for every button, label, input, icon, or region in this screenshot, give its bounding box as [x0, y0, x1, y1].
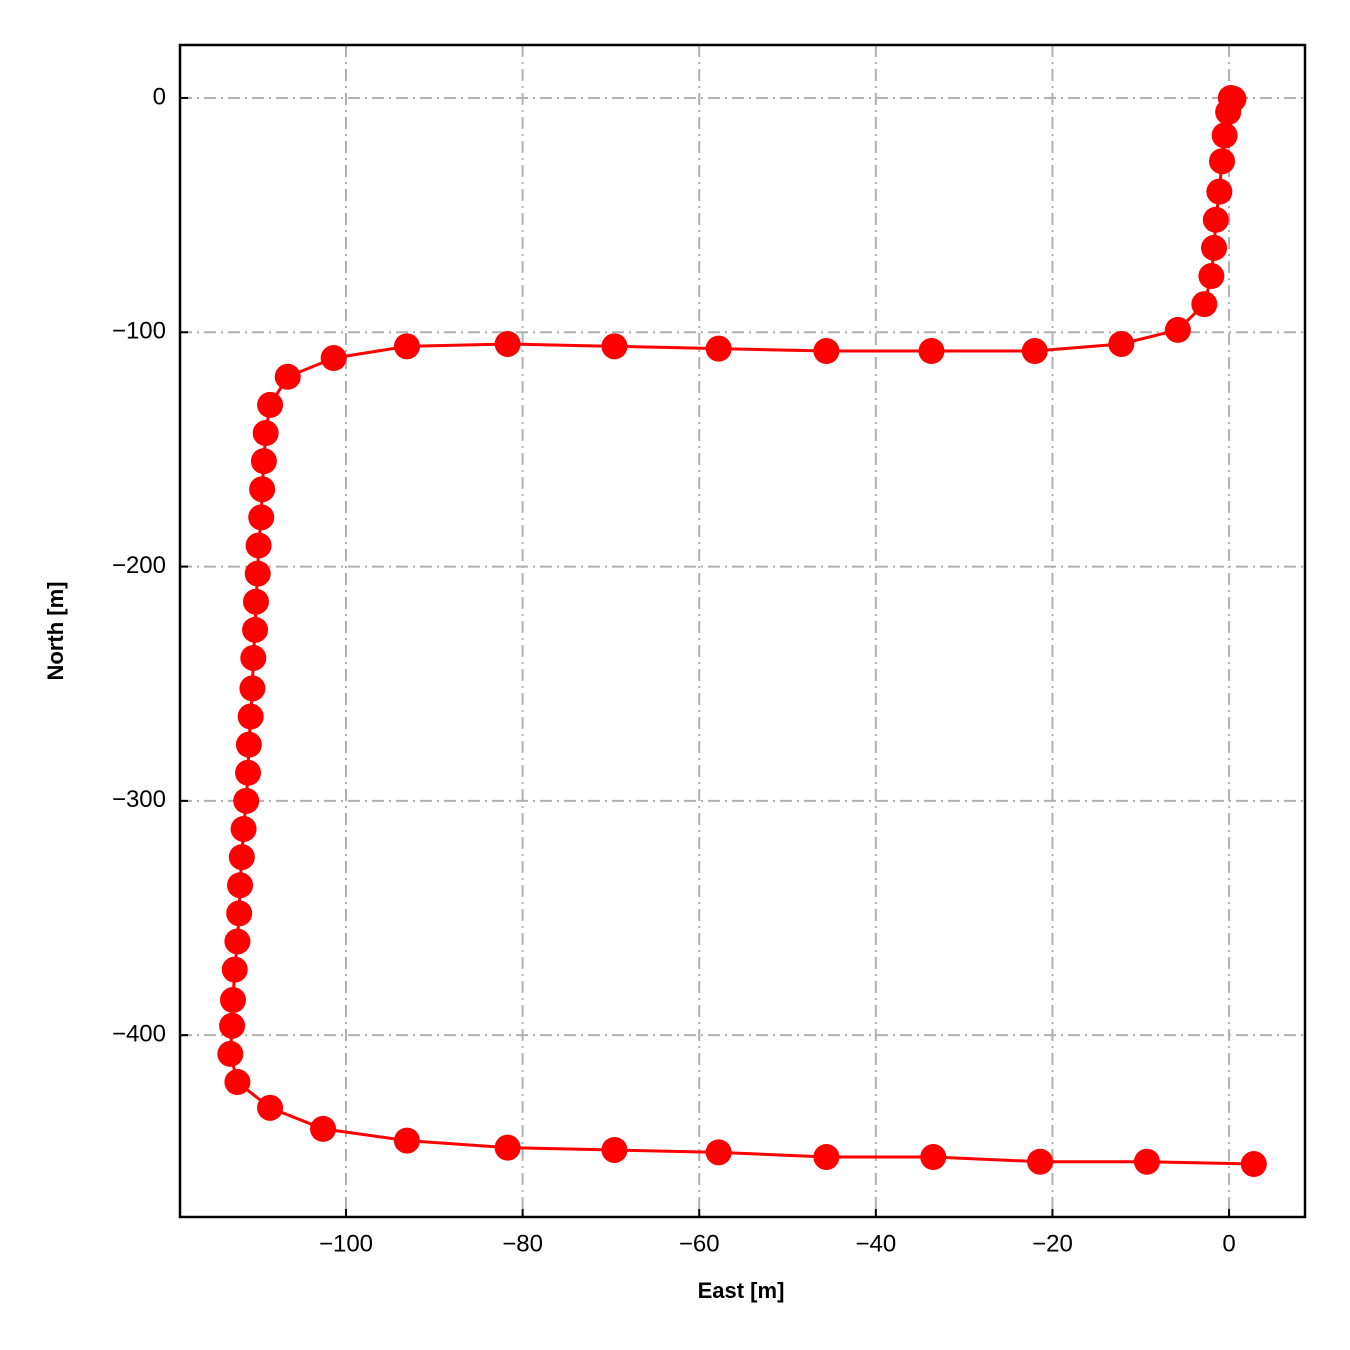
marker	[240, 644, 267, 671]
x-tick-label: −20	[1032, 1230, 1073, 1257]
marker	[1027, 1148, 1054, 1175]
marker	[1164, 316, 1191, 343]
marker	[393, 333, 420, 360]
marker	[230, 815, 257, 842]
marker	[920, 1144, 947, 1171]
marker	[235, 731, 262, 758]
x-tick-label: −60	[679, 1230, 720, 1257]
marker	[228, 844, 255, 871]
marker	[1133, 1148, 1160, 1175]
marker	[1215, 99, 1242, 126]
plot-frame	[178, 43, 1307, 1219]
marker	[257, 391, 284, 418]
marker	[244, 560, 271, 587]
marker	[239, 675, 266, 702]
marker	[242, 588, 269, 615]
marker	[813, 1144, 840, 1171]
marker	[393, 1127, 420, 1154]
marker	[252, 420, 279, 447]
marker	[250, 448, 277, 475]
marker	[224, 928, 251, 955]
marker	[705, 1139, 732, 1166]
marker	[1021, 338, 1048, 365]
marker	[245, 532, 272, 559]
marker	[248, 504, 275, 531]
marker	[1198, 263, 1225, 290]
marker	[242, 616, 269, 643]
marker	[221, 956, 248, 983]
marker	[1108, 330, 1135, 357]
marker	[918, 338, 945, 365]
y-tick-label: −300	[112, 786, 166, 813]
x-tick-label: −100	[319, 1230, 373, 1257]
marker	[1211, 122, 1238, 149]
y-tick-label: −100	[112, 318, 166, 345]
marker	[494, 330, 521, 357]
x-tick-label: 0	[1222, 1230, 1235, 1257]
marker	[227, 872, 254, 899]
marker	[1201, 234, 1228, 261]
marker	[310, 1115, 337, 1142]
marker	[226, 900, 253, 927]
marker	[219, 987, 246, 1014]
y-tick-label: −200	[112, 552, 166, 579]
x-tick-label: −80	[502, 1230, 543, 1257]
marker	[320, 345, 347, 372]
x-tick-label: −40	[855, 1230, 896, 1257]
marker	[1202, 206, 1229, 233]
marker	[1208, 148, 1235, 175]
marker	[224, 1069, 251, 1096]
marker	[1191, 291, 1218, 318]
marker	[813, 338, 840, 365]
marker	[233, 787, 260, 814]
x-axis-label: East [m]	[698, 1278, 785, 1303]
marker	[249, 476, 276, 503]
marker	[237, 703, 264, 730]
marker	[217, 1040, 244, 1067]
marker	[1206, 178, 1233, 205]
marker	[705, 335, 732, 362]
y-tick-label: −400	[112, 1021, 166, 1048]
marker	[274, 363, 301, 390]
marker	[601, 1136, 628, 1163]
marker	[257, 1094, 284, 1121]
marker	[219, 1012, 246, 1039]
marker	[601, 333, 628, 360]
marker	[494, 1134, 521, 1161]
marker	[234, 759, 261, 786]
marker	[1240, 1151, 1267, 1178]
y-axis-label: North [m]	[43, 582, 68, 681]
line	[228, 96, 1254, 1166]
y-tick-label: 0	[153, 83, 166, 110]
